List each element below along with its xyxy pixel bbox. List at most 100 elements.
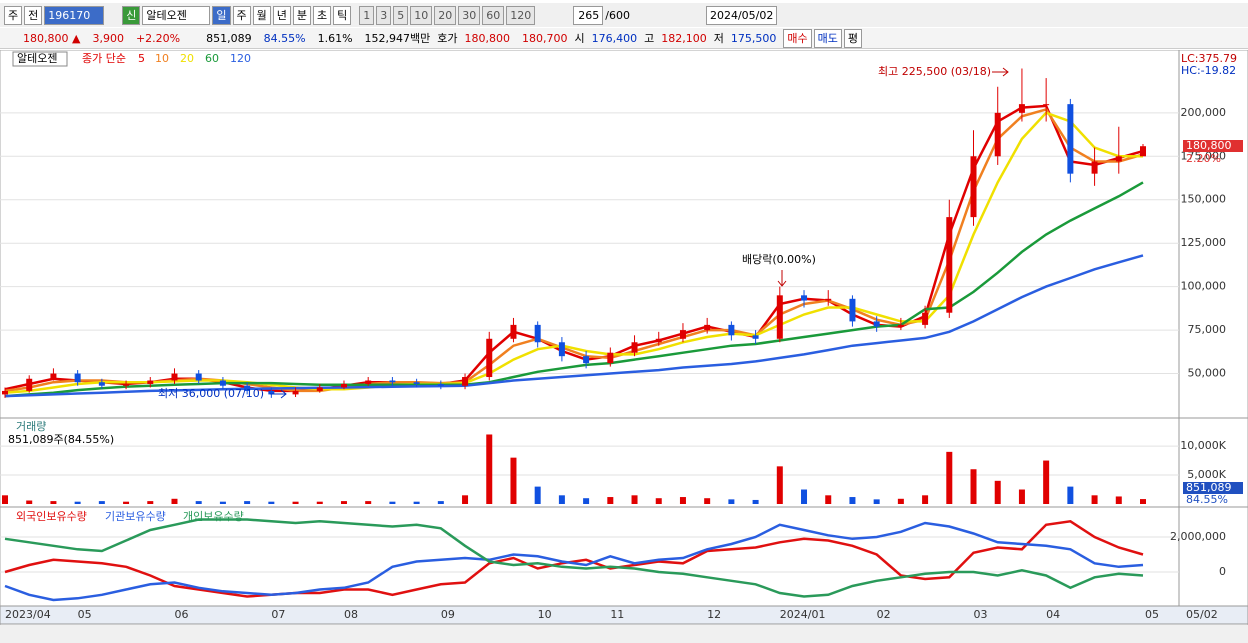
volume-bar [389, 501, 396, 504]
label: 고 [644, 32, 655, 45]
candle-body [994, 112, 1001, 157]
volume-bar [486, 434, 493, 504]
candle-body [340, 383, 347, 388]
volume-bar [340, 501, 347, 504]
count[interactable]: 265 [573, 5, 604, 25]
volume-bar [292, 501, 299, 504]
candle-body [534, 324, 541, 343]
x-tick-label: 06 [174, 608, 188, 621]
volume-bar [825, 495, 832, 504]
high: 182,100 [661, 31, 707, 45]
y-tick-label: 175,000 [1181, 149, 1227, 162]
period[interactable]: 월 [252, 5, 271, 25]
x-tick-label: 2023/04 [5, 608, 51, 621]
volume-bar [1043, 460, 1050, 504]
period[interactable]: 년 [272, 5, 291, 25]
volume-bar [413, 501, 420, 504]
y-tick-label: 100,000 [1181, 280, 1227, 293]
open: 176,400 [591, 31, 638, 45]
volume-bar [171, 498, 178, 504]
candle-body [292, 390, 299, 395]
candle-body [268, 390, 275, 395]
candle-body [801, 295, 808, 301]
volume-bar [244, 501, 251, 504]
candle-body [752, 335, 759, 339]
menu[interactable]: 주 [4, 5, 23, 25]
volume-bar [437, 501, 444, 504]
volume-bar [195, 501, 202, 504]
y-tick-label: 50,000 [1188, 367, 1227, 380]
axis-note: HC:-19.82 [1181, 64, 1236, 77]
volume-bar [849, 497, 856, 504]
interval[interactable]: 5 [393, 5, 409, 25]
y-tick-label: 200,000 [1181, 106, 1227, 119]
chart: 50,000 75,000 100,000 125,000 150,000 175,000… [0, 50, 1248, 643]
interval[interactable]: 10 [410, 5, 433, 25]
candle-body [50, 373, 57, 379]
x-tick-label: 04 [1046, 608, 1060, 621]
annotation-arrow [777, 270, 787, 287]
interval[interactable]: 30 [458, 5, 481, 25]
period[interactable]: 분 [292, 5, 311, 25]
legend-item: 기관보유수량 [105, 510, 166, 523]
interval[interactable]: 60 [482, 5, 505, 25]
y-tick-label: 5,000K [1187, 468, 1226, 481]
candle-body [897, 324, 904, 327]
candle-body [679, 330, 686, 339]
candle-body [849, 298, 856, 322]
quote-bar: 180,800 ▲ 3,900 +2.20% 851,089 84.55% 1.… [0, 28, 1248, 49]
label: 시 [574, 32, 585, 45]
change: 3,900 [92, 31, 124, 45]
x-end-label: 05/02 [1186, 608, 1218, 621]
legend-item: 20 [180, 52, 194, 65]
scroll-bar[interactable] [0, 625, 1248, 643]
x-tick-label: 12 [707, 608, 721, 621]
volume-bar [776, 466, 783, 504]
volume-bar [704, 498, 711, 504]
volume-bar [219, 501, 226, 504]
volume-bar [801, 489, 808, 504]
legend-item: 10 [155, 52, 169, 65]
volume-bar [268, 501, 275, 504]
prev[interactable]: 전 [24, 5, 43, 25]
legend-item: 60 [205, 52, 219, 65]
ma-line [4, 181, 1144, 398]
y-tick-label: 125,000 [1181, 236, 1227, 249]
period[interactable]: 주 [232, 5, 251, 25]
annotation: 최저 36,000 (07/10) [158, 387, 264, 400]
x-tick-label: 07 [271, 608, 285, 621]
date[interactable]: 2024/05/02 [705, 5, 778, 25]
interval[interactable]: 120 [506, 5, 536, 25]
y-tick-label: 2,000,000 [1170, 530, 1226, 543]
volume: 851,089 [206, 31, 252, 45]
volume-bar [1140, 499, 1146, 504]
ma-line [4, 107, 1144, 393]
sell-button[interactable]: 매도 [813, 28, 842, 48]
volume-bar [970, 469, 977, 504]
volume-bar [607, 497, 614, 504]
candle-body [123, 383, 130, 386]
value-tag-label: 851,089 [1186, 481, 1232, 494]
candle-body [510, 324, 517, 339]
interval[interactable]: 20 [434, 5, 457, 25]
candle-body [219, 380, 226, 386]
period[interactable]: 일 [212, 5, 231, 25]
interval[interactable]: 3 [376, 5, 392, 25]
candle-body [486, 338, 493, 378]
period[interactable]: 초 [313, 5, 332, 25]
period[interactable]: 틱 [333, 5, 352, 25]
x-tick-label: 03 [974, 608, 988, 621]
holding-line [4, 521, 1144, 602]
interval[interactable]: 1 [359, 5, 375, 25]
panel-subtitle: 851,089주(84.55%) [8, 433, 114, 446]
candle-body [26, 378, 33, 391]
volume-bar [1067, 486, 1074, 504]
volume-bar [679, 497, 686, 504]
candle-body [1140, 146, 1146, 157]
candle-body [171, 373, 178, 381]
avg-button[interactable]: 평 [843, 28, 863, 48]
volume-bar [897, 498, 904, 504]
buy-button[interactable]: 매수 [783, 28, 812, 48]
candle-body [583, 356, 590, 364]
code[interactable]: 196170 [44, 5, 105, 25]
